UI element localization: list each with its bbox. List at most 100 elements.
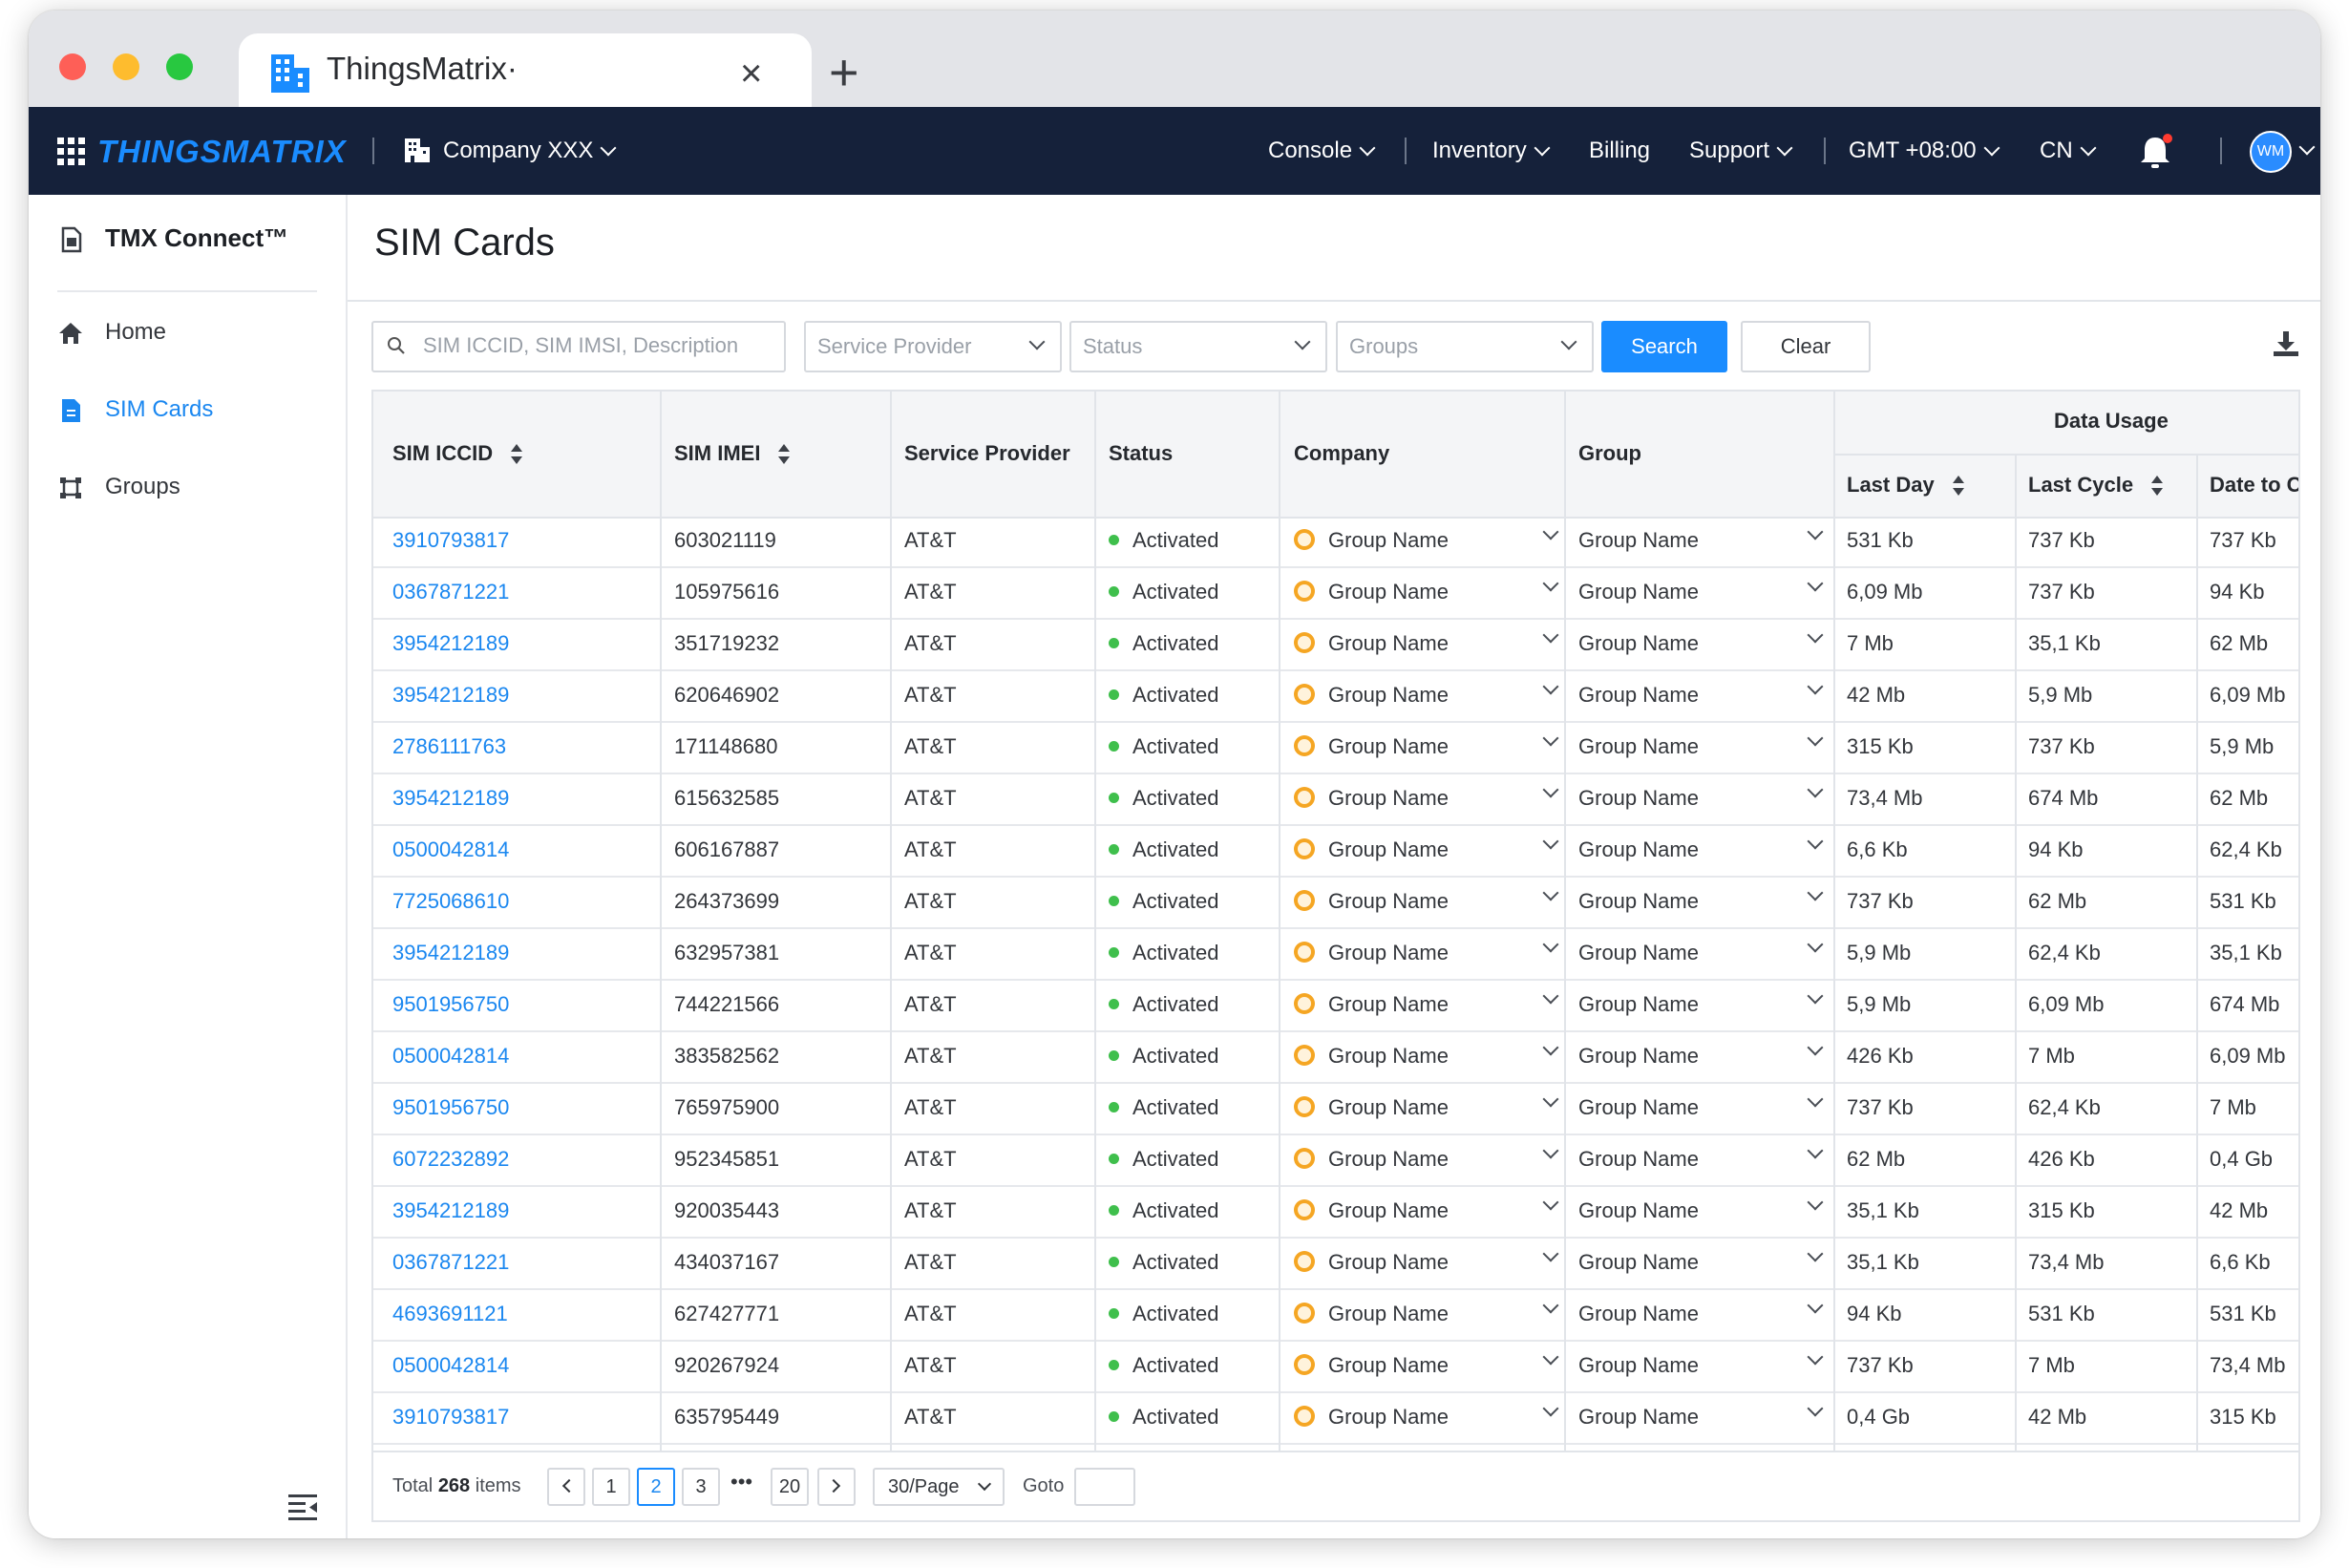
language-selector[interactable]: CN <box>2040 138 2097 164</box>
iccid-link[interactable]: 3954212189 <box>392 631 510 655</box>
service-provider-select[interactable]: Service Provider <box>804 321 1062 372</box>
company-select[interactable]: Group Name <box>1294 1044 1449 1069</box>
chevron-down-icon[interactable] <box>1807 626 1824 644</box>
group-select[interactable]: Group Name <box>1578 941 1699 965</box>
iccid-link[interactable]: 3954212189 <box>392 941 510 964</box>
chevron-down-icon[interactable] <box>1542 1245 1559 1262</box>
next-page-button[interactable] <box>817 1468 856 1506</box>
chevron-down-icon[interactable] <box>1542 936 1559 953</box>
user-avatar[interactable]: WM <box>2250 131 2292 173</box>
sidebar-item-home[interactable]: Home <box>57 319 166 347</box>
chevron-down-icon[interactable] <box>1807 1297 1824 1314</box>
table-row[interactable]: 4693691121 627427771 AT&T Activated Group Na… <box>373 1290 2298 1342</box>
iccid-link[interactable]: 9501956750 <box>392 1095 510 1119</box>
group-select[interactable]: Group Name <box>1578 1353 1699 1378</box>
sidebar-item-groups[interactable]: Groups <box>57 474 180 501</box>
table-row[interactable]: 0367871221 105975616 AT&T Activated Group Na… <box>373 568 2298 620</box>
page-3-button[interactable]: 3 <box>682 1468 720 1506</box>
app-grid-icon[interactable] <box>57 138 86 166</box>
chevron-down-icon[interactable] <box>1542 626 1559 644</box>
timezone-selector[interactable]: GMT +08:00 <box>1849 138 2000 164</box>
chevron-down-icon[interactable] <box>1542 678 1559 695</box>
column-header-imei[interactable]: SIM IMEI <box>674 441 791 466</box>
nav-console[interactable]: Console <box>1268 138 1376 164</box>
table-row[interactable]: 6072232892 952345851 AT&T Activated Group Na… <box>373 1135 2298 1187</box>
group-select[interactable]: Group Name <box>1578 786 1699 811</box>
chevron-down-icon[interactable] <box>1542 1091 1559 1108</box>
collapse-sidebar-icon[interactable] <box>286 1492 319 1520</box>
company-select[interactable]: Group Name <box>1294 1250 1449 1275</box>
nav-inventory[interactable]: Inventory <box>1432 138 1551 164</box>
chevron-down-icon[interactable] <box>1807 833 1824 850</box>
company-select[interactable]: Group Name <box>1294 528 1449 553</box>
chevron-down-icon[interactable] <box>1807 987 1824 1005</box>
group-select[interactable]: Group Name <box>1578 683 1699 708</box>
sort-icon[interactable] <box>510 444 523 465</box>
chevron-down-icon[interactable] <box>1542 1348 1559 1366</box>
company-select[interactable]: Group Name <box>1294 992 1449 1017</box>
chevron-down-icon[interactable] <box>1542 833 1559 850</box>
nav-support[interactable]: Support <box>1689 138 1793 164</box>
company-select[interactable]: Group Name <box>1294 889 1449 914</box>
sort-icon[interactable] <box>777 444 791 465</box>
sort-icon[interactable] <box>1952 476 1965 497</box>
search-box[interactable] <box>371 321 786 372</box>
chevron-down-icon[interactable] <box>1542 884 1559 901</box>
groups-select[interactable]: Groups <box>1336 321 1594 372</box>
group-select[interactable]: Group Name <box>1578 1302 1699 1326</box>
status-select[interactable]: Status <box>1069 321 1327 372</box>
chevron-down-icon[interactable] <box>1542 1194 1559 1211</box>
iccid-link[interactable]: 3910793817 <box>392 1405 510 1429</box>
chevron-down-icon[interactable] <box>1807 1245 1824 1262</box>
group-select[interactable]: Group Name <box>1578 1095 1699 1120</box>
group-select[interactable]: Group Name <box>1578 1044 1699 1069</box>
table-row[interactable]: 9501956750 744221566 AT&T Activated Group Na… <box>373 981 2298 1032</box>
chevron-down-icon[interactable] <box>1542 1142 1559 1159</box>
group-select[interactable]: Group Name <box>1578 1198 1699 1223</box>
nav-billing[interactable]: Billing <box>1589 138 1650 164</box>
page-1-button[interactable]: 1 <box>592 1468 630 1506</box>
company-select[interactable]: Group Name <box>1294 631 1449 656</box>
table-row[interactable]: 2786111763 171148680 AT&T Activated Group Na… <box>373 723 2298 774</box>
tab-close-icon[interactable]: × <box>740 53 763 95</box>
iccid-link[interactable]: 3910793817 <box>392 528 510 552</box>
table-row[interactable]: 7725068610 264373699 AT&T Activated Group Na… <box>373 878 2298 929</box>
maximize-window-button[interactable] <box>166 53 193 80</box>
company-select[interactable]: Group Name <box>1294 1405 1449 1430</box>
group-select[interactable]: Group Name <box>1578 734 1699 759</box>
chevron-down-icon[interactable] <box>1542 523 1559 540</box>
page-size-select[interactable]: 30/Page <box>873 1468 1005 1506</box>
close-window-button[interactable] <box>59 53 86 80</box>
sidebar-item-sim-cards[interactable]: SIM Cards <box>57 396 213 424</box>
iccid-link[interactable]: 3954212189 <box>392 1198 510 1222</box>
column-header-last-day[interactable]: Last Day <box>1847 473 1965 498</box>
chevron-down-icon[interactable] <box>1542 1297 1559 1314</box>
iccid-link[interactable]: 7725068610 <box>392 889 510 913</box>
group-select[interactable]: Group Name <box>1578 992 1699 1017</box>
company-select[interactable]: Group Name <box>1294 1198 1449 1223</box>
chevron-down-icon[interactable] <box>1542 730 1559 747</box>
chevron-down-icon[interactable] <box>1807 1194 1824 1211</box>
prev-page-button[interactable] <box>547 1468 585 1506</box>
chevron-down-icon[interactable] <box>1807 781 1824 798</box>
table-row[interactable]: 0500042814 920267924 AT&T Activated Group Na… <box>373 1342 2298 1393</box>
pagination-ellipsis[interactable]: ••• <box>730 1470 753 1494</box>
chevron-down-icon[interactable] <box>1542 781 1559 798</box>
group-select[interactable]: Group Name <box>1578 580 1699 604</box>
iccid-link[interactable]: 0500042814 <box>392 1044 510 1068</box>
chevron-down-icon[interactable] <box>1807 575 1824 592</box>
iccid-link[interactable]: 0367871221 <box>392 1250 510 1274</box>
group-select[interactable]: Group Name <box>1578 1147 1699 1172</box>
chevron-down-icon[interactable] <box>1807 1400 1824 1417</box>
download-icon[interactable] <box>2271 328 2301 359</box>
chevron-down-icon[interactable] <box>1807 1348 1824 1366</box>
iccid-link[interactable]: 6072232892 <box>392 1147 510 1171</box>
column-header-date-to[interactable]: Date to C <box>2210 473 2298 498</box>
company-select[interactable]: Group Name <box>1294 941 1449 965</box>
search-input[interactable] <box>421 330 769 361</box>
clear-button[interactable]: Clear <box>1741 321 1871 372</box>
company-select[interactable]: Group Name <box>1294 580 1449 604</box>
chevron-down-icon[interactable] <box>1807 1091 1824 1108</box>
iccid-link[interactable]: 3954212189 <box>392 786 510 810</box>
group-select[interactable]: Group Name <box>1578 889 1699 914</box>
